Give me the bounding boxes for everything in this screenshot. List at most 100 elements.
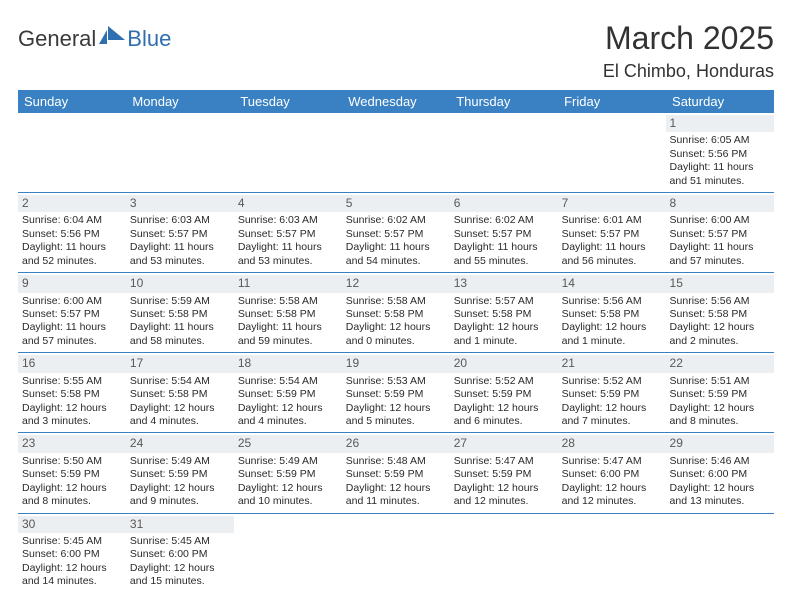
weekday-thursday: Thursday: [450, 90, 558, 113]
sunrise-line: Sunrise: 5:54 AM: [130, 375, 230, 388]
sunset-line: Sunset: 6:00 PM: [670, 468, 770, 481]
sunset-line: Sunset: 5:59 PM: [454, 388, 554, 401]
weekday-saturday: Saturday: [666, 90, 774, 113]
calendar-cell: [342, 513, 450, 593]
calendar-cell: 15Sunrise: 5:56 AMSunset: 5:58 PMDayligh…: [666, 273, 774, 353]
calendar-cell: [234, 513, 342, 593]
calendar-row: 9Sunrise: 6:00 AMSunset: 5:57 PMDaylight…: [18, 273, 774, 353]
weekday-sunday: Sunday: [18, 90, 126, 113]
sunset-line: Sunset: 5:59 PM: [670, 388, 770, 401]
daylight-line: Daylight: 12 hours and 10 minutes.: [238, 482, 338, 509]
calendar-cell: 5Sunrise: 6:02 AMSunset: 5:57 PMDaylight…: [342, 193, 450, 273]
calendar-cell: [450, 113, 558, 193]
calendar-row: 23Sunrise: 5:50 AMSunset: 5:59 PMDayligh…: [18, 433, 774, 513]
sunset-line: Sunset: 6:00 PM: [22, 548, 122, 561]
sunset-line: Sunset: 5:57 PM: [670, 228, 770, 241]
sunset-line: Sunset: 5:59 PM: [130, 468, 230, 481]
daylight-line: Daylight: 12 hours and 9 minutes.: [130, 482, 230, 509]
logo-text-left: General: [18, 26, 96, 52]
sunset-line: Sunset: 5:58 PM: [130, 308, 230, 321]
calendar-row: 30Sunrise: 5:45 AMSunset: 6:00 PMDayligh…: [18, 513, 774, 593]
sunset-line: Sunset: 5:57 PM: [346, 228, 446, 241]
calendar-cell: [558, 513, 666, 593]
calendar-table: Sunday Monday Tuesday Wednesday Thursday…: [18, 90, 774, 593]
sunrise-line: Sunrise: 6:03 AM: [238, 214, 338, 227]
sunrise-line: Sunrise: 5:47 AM: [562, 455, 662, 468]
calendar-cell: 13Sunrise: 5:57 AMSunset: 5:58 PMDayligh…: [450, 273, 558, 353]
sunrise-line: Sunrise: 5:49 AM: [130, 455, 230, 468]
sunset-line: Sunset: 5:59 PM: [346, 468, 446, 481]
calendar-cell: 21Sunrise: 5:52 AMSunset: 5:59 PMDayligh…: [558, 353, 666, 433]
calendar-cell: 1Sunrise: 6:05 AMSunset: 5:56 PMDaylight…: [666, 113, 774, 193]
weekday-monday: Monday: [126, 90, 234, 113]
logo-flag-icon: [99, 26, 127, 52]
daylight-line: Daylight: 11 hours and 55 minutes.: [454, 241, 554, 268]
sunrise-line: Sunrise: 6:01 AM: [562, 214, 662, 227]
sunrise-line: Sunrise: 5:56 AM: [562, 295, 662, 308]
calendar-cell: [450, 513, 558, 593]
sunset-line: Sunset: 5:58 PM: [454, 308, 554, 321]
sunrise-line: Sunrise: 5:50 AM: [22, 455, 122, 468]
sunrise-line: Sunrise: 6:02 AM: [346, 214, 446, 227]
day-number: 11: [234, 275, 342, 292]
sunrise-line: Sunrise: 5:58 AM: [346, 295, 446, 308]
sunrise-line: Sunrise: 5:46 AM: [670, 455, 770, 468]
sunrise-line: Sunrise: 5:45 AM: [130, 535, 230, 548]
sunset-line: Sunset: 5:58 PM: [238, 308, 338, 321]
day-number: 19: [342, 355, 450, 372]
sunrise-line: Sunrise: 6:05 AM: [670, 134, 770, 147]
sunset-line: Sunset: 5:58 PM: [562, 308, 662, 321]
day-number: 2: [18, 195, 126, 212]
calendar-cell: 14Sunrise: 5:56 AMSunset: 5:58 PMDayligh…: [558, 273, 666, 353]
day-number: 21: [558, 355, 666, 372]
daylight-line: Daylight: 11 hours and 53 minutes.: [130, 241, 230, 268]
daylight-line: Daylight: 12 hours and 14 minutes.: [22, 562, 122, 589]
calendar-body: 1Sunrise: 6:05 AMSunset: 5:56 PMDaylight…: [18, 113, 774, 593]
sunset-line: Sunset: 5:58 PM: [22, 388, 122, 401]
sunrise-line: Sunrise: 5:51 AM: [670, 375, 770, 388]
weekday-row: Sunday Monday Tuesday Wednesday Thursday…: [18, 90, 774, 113]
day-number: 26: [342, 435, 450, 452]
day-number: 9: [18, 275, 126, 292]
sunrise-line: Sunrise: 5:48 AM: [346, 455, 446, 468]
calendar-cell: 8Sunrise: 6:00 AMSunset: 5:57 PMDaylight…: [666, 193, 774, 273]
daylight-line: Daylight: 12 hours and 13 minutes.: [670, 482, 770, 509]
day-number: 27: [450, 435, 558, 452]
weekday-friday: Friday: [558, 90, 666, 113]
sunset-line: Sunset: 5:57 PM: [238, 228, 338, 241]
daylight-line: Daylight: 12 hours and 4 minutes.: [130, 402, 230, 429]
daylight-line: Daylight: 11 hours and 52 minutes.: [22, 241, 122, 268]
daylight-line: Daylight: 12 hours and 3 minutes.: [22, 402, 122, 429]
daylight-line: Daylight: 12 hours and 1 minute.: [454, 321, 554, 348]
day-number: 10: [126, 275, 234, 292]
calendar-cell: 20Sunrise: 5:52 AMSunset: 5:59 PMDayligh…: [450, 353, 558, 433]
calendar-cell: 29 Sunrise: 5:46 AMSunset: 6:00 PMDayligh…: [666, 433, 774, 513]
sunset-line: Sunset: 5:59 PM: [22, 468, 122, 481]
sunset-line: Sunset: 5:59 PM: [346, 388, 446, 401]
day-number: 4: [234, 195, 342, 212]
location: El Chimbo, Honduras: [603, 61, 774, 82]
daylight-line: Daylight: 12 hours and 12 minutes.: [562, 482, 662, 509]
sunset-line: Sunset: 5:57 PM: [454, 228, 554, 241]
day-number: 16: [18, 355, 126, 372]
sunrise-line: Sunrise: 5:52 AM: [562, 375, 662, 388]
sunset-line: Sunset: 5:58 PM: [130, 388, 230, 401]
sunrise-line: Sunrise: 5:56 AM: [670, 295, 770, 308]
sunrise-line: Sunrise: 5:58 AM: [238, 295, 338, 308]
calendar-cell: 3Sunrise: 6:03 AMSunset: 5:57 PMDaylight…: [126, 193, 234, 273]
daylight-line: Daylight: 11 hours and 54 minutes.: [346, 241, 446, 268]
calendar-cell: 6Sunrise: 6:02 AMSunset: 5:57 PMDaylight…: [450, 193, 558, 273]
sunrise-line: Sunrise: 5:53 AM: [346, 375, 446, 388]
calendar-cell: 12Sunrise: 5:58 AMSunset: 5:58 PMDayligh…: [342, 273, 450, 353]
day-number: 31: [126, 516, 234, 533]
calendar-cell: 17Sunrise: 5:54 AMSunset: 5:58 PMDayligh…: [126, 353, 234, 433]
day-number: 28: [558, 435, 666, 452]
calendar-cell: [342, 113, 450, 193]
calendar-cell: [126, 113, 234, 193]
day-number: 29: [666, 435, 774, 452]
sunrise-line: Sunrise: 5:47 AM: [454, 455, 554, 468]
calendar-cell: 31Sunrise: 5:45 AMSunset: 6:00 PMDayligh…: [126, 513, 234, 593]
daylight-line: Daylight: 12 hours and 12 minutes.: [454, 482, 554, 509]
day-number: 23: [18, 435, 126, 452]
calendar-cell: 26Sunrise: 5:48 AMSunset: 5:59 PMDayligh…: [342, 433, 450, 513]
